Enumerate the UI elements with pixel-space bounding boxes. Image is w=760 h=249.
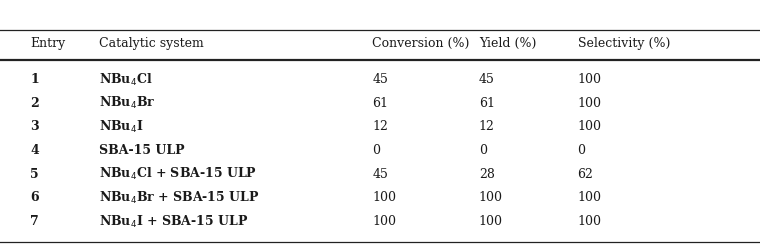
Text: 0: 0 <box>479 144 487 157</box>
Text: 100: 100 <box>578 191 602 204</box>
Text: 100: 100 <box>578 97 602 110</box>
Text: Selectivity (%): Selectivity (%) <box>578 37 670 50</box>
Text: Entry: Entry <box>30 37 65 50</box>
Text: 100: 100 <box>372 191 397 204</box>
Text: 100: 100 <box>372 215 397 228</box>
Text: 12: 12 <box>479 121 495 133</box>
Text: NBu$_4$Br: NBu$_4$Br <box>99 95 155 111</box>
Text: Catalytic system: Catalytic system <box>99 37 204 50</box>
Text: 0: 0 <box>578 144 586 157</box>
Text: 100: 100 <box>578 121 602 133</box>
Text: 45: 45 <box>372 168 388 181</box>
Text: 2: 2 <box>30 97 40 110</box>
Text: NBu$_4$Cl: NBu$_4$Cl <box>99 72 152 88</box>
Text: 5: 5 <box>30 168 39 181</box>
Text: 28: 28 <box>479 168 495 181</box>
Text: 45: 45 <box>479 73 495 86</box>
Text: 62: 62 <box>578 168 594 181</box>
Text: Yield (%): Yield (%) <box>479 37 536 50</box>
Text: SBA-15 ULP: SBA-15 ULP <box>99 144 185 157</box>
Text: 100: 100 <box>479 215 503 228</box>
Text: Conversion (%): Conversion (%) <box>372 37 470 50</box>
Text: NBu$_4$I + SBA-15 ULP: NBu$_4$I + SBA-15 ULP <box>99 214 248 230</box>
Text: 1: 1 <box>30 73 40 86</box>
Text: 61: 61 <box>372 97 388 110</box>
Text: 12: 12 <box>372 121 388 133</box>
Text: 7: 7 <box>30 215 40 228</box>
Text: 4: 4 <box>30 144 40 157</box>
Text: 6: 6 <box>30 191 39 204</box>
Text: NBu$_4$I: NBu$_4$I <box>99 119 144 135</box>
Text: 61: 61 <box>479 97 495 110</box>
Text: 100: 100 <box>578 73 602 86</box>
Text: 3: 3 <box>30 121 39 133</box>
Text: 100: 100 <box>578 215 602 228</box>
Text: NBu$_4$Br + SBA-15 ULP: NBu$_4$Br + SBA-15 ULP <box>99 190 259 206</box>
Text: NBu$_4$Cl + SBA-15 ULP: NBu$_4$Cl + SBA-15 ULP <box>99 166 257 182</box>
Text: 0: 0 <box>372 144 381 157</box>
Text: 45: 45 <box>372 73 388 86</box>
Text: 100: 100 <box>479 191 503 204</box>
